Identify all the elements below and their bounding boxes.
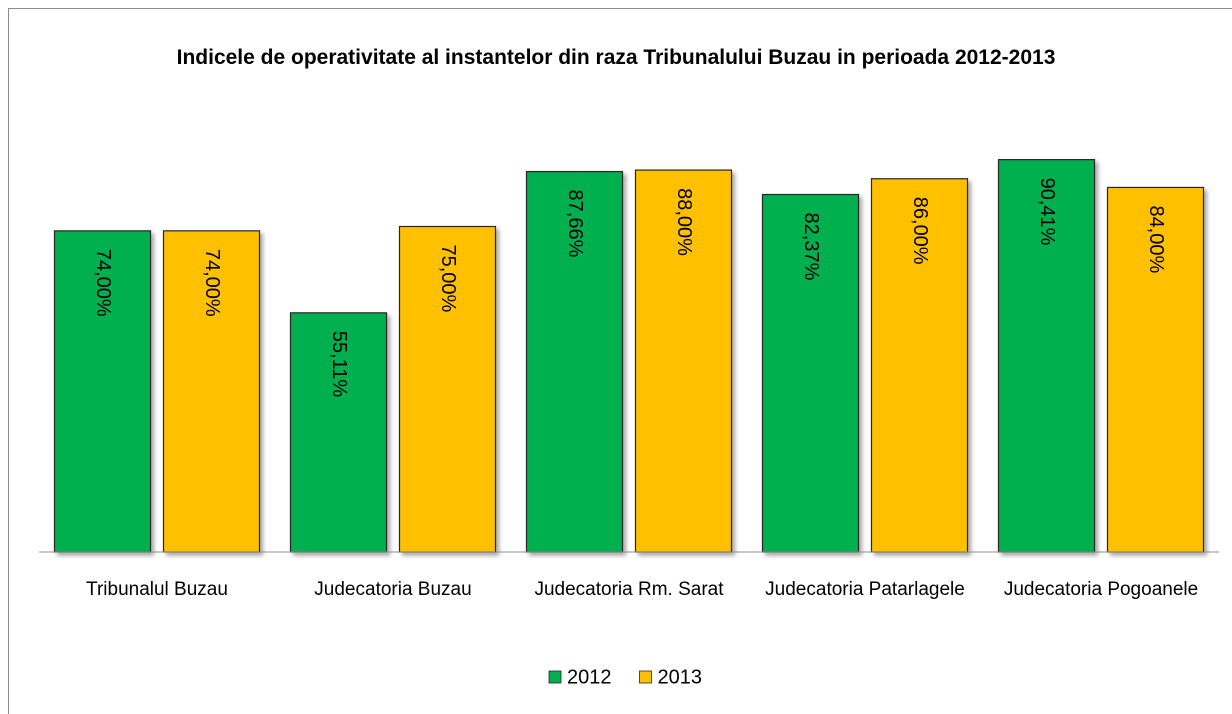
data-label: 74,00%: [92, 249, 114, 317]
data-label: 55,11%: [328, 331, 350, 398]
chart-frame: [8, 8, 1232, 714]
legend-swatch: [639, 670, 652, 684]
legend-label: 2013: [658, 666, 703, 688]
bar: [53, 230, 152, 553]
x-tick-label: Judecatoria Buzau: [314, 579, 472, 600]
x-tick-label: Tribunalul Buzau: [86, 579, 228, 600]
data-label: 84,00%: [1145, 205, 1167, 273]
chart-title: Indicele de operativitate al instantelor…: [176, 46, 1056, 69]
legend-label: 2012: [567, 666, 612, 688]
x-tick-label: Judecatoria Rm. Sarat: [534, 579, 724, 600]
bar: [997, 159, 1096, 553]
bar: [1106, 186, 1205, 553]
legend-swatch: [548, 670, 562, 684]
data-label: 86,00%: [909, 197, 931, 265]
x-tick-label: Judecatoria Pogoanele: [1003, 579, 1199, 600]
data-label: 90,41%: [1036, 178, 1058, 246]
bar: [761, 193, 860, 553]
bar: [870, 178, 969, 553]
bar: [634, 169, 733, 553]
data-label: 75,00%: [437, 245, 459, 313]
x-tick-label: Judecatoria Patarlagele: [765, 579, 965, 600]
bar: [289, 312, 388, 553]
data-label: 87,66%: [564, 190, 586, 258]
data-label: 88,00%: [673, 188, 695, 256]
data-label: 82,37%: [800, 213, 822, 281]
data-label: 74,00%: [201, 249, 223, 317]
